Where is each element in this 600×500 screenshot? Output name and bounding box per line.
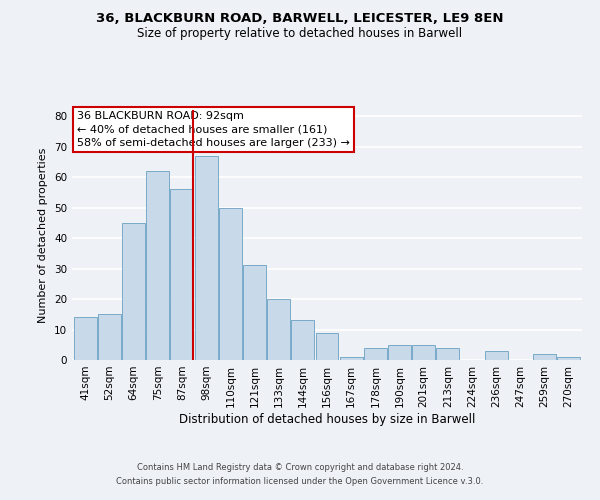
Bar (436, 348, 460, 360)
Bar (146, 171, 169, 360)
Bar (74, 318, 97, 360)
Bar (194, 156, 218, 360)
Text: 36, BLACKBURN ROAD, BARWELL, LEICESTER, LE9 8EN: 36, BLACKBURN ROAD, BARWELL, LEICESTER, … (96, 12, 504, 26)
Bar (388, 345, 411, 360)
X-axis label: Distribution of detached houses by size in Barwell: Distribution of detached houses by size … (179, 412, 475, 426)
Bar (243, 266, 266, 360)
Text: Size of property relative to detached houses in Barwell: Size of property relative to detached ho… (137, 28, 463, 40)
Bar (557, 357, 580, 360)
Bar (170, 190, 193, 360)
Bar (219, 208, 242, 360)
Bar (316, 332, 338, 360)
Bar (533, 354, 556, 360)
Text: Contains public sector information licensed under the Open Government Licence v.: Contains public sector information licen… (116, 477, 484, 486)
Bar (98, 314, 121, 360)
Bar (122, 223, 145, 360)
Bar (340, 357, 362, 360)
Bar (292, 320, 314, 360)
Y-axis label: Number of detached properties: Number of detached properties (38, 148, 49, 322)
Text: Contains HM Land Registry data © Crown copyright and database right 2024.: Contains HM Land Registry data © Crown c… (137, 464, 463, 472)
Bar (412, 345, 435, 360)
Bar (364, 348, 387, 360)
Bar (267, 299, 290, 360)
Bar (485, 351, 508, 360)
Text: 36 BLACKBURN ROAD: 92sqm
← 40% of detached houses are smaller (161)
58% of semi-: 36 BLACKBURN ROAD: 92sqm ← 40% of detach… (77, 112, 350, 148)
